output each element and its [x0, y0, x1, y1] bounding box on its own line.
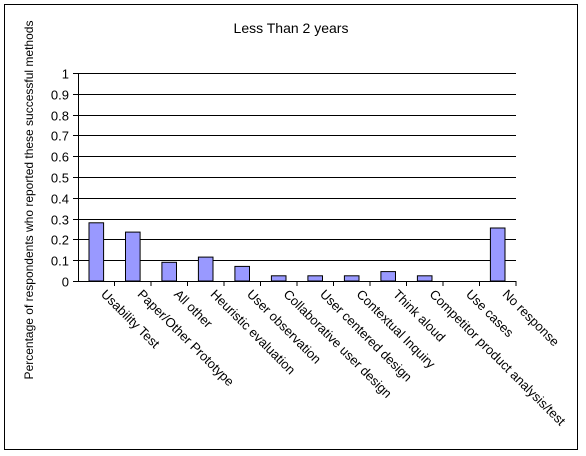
gridlines: [78, 73, 516, 261]
y-tick-label: 0.7: [51, 129, 69, 144]
bar: [88, 222, 105, 282]
bar: [489, 227, 506, 282]
bar: [416, 275, 433, 282]
y-tick-labels: 0 0.1 0.2 0.3 0.4 0.5 0.6 0.7 0.8 0.9 1: [51, 67, 69, 290]
bar: [125, 231, 141, 282]
x-tick-label: No response: [500, 287, 563, 350]
bar: [380, 271, 396, 282]
y-axis-label: Percentage of respondents who reported t…: [22, 21, 36, 380]
bar: [307, 275, 323, 282]
bar: [161, 261, 177, 282]
bar: [343, 275, 360, 282]
x-tick-label: Competitor product analysis/test: [427, 287, 569, 429]
bar: [197, 256, 214, 282]
bar: [270, 275, 287, 282]
axes: [73, 73, 517, 286]
y-tick-label: 0.1: [51, 254, 69, 269]
y-tick-label: 0.8: [51, 109, 69, 124]
bars: [88, 222, 506, 282]
y-tick-label: 0.3: [51, 213, 69, 228]
bar: [234, 265, 250, 282]
y-tick-label: 0: [62, 275, 69, 290]
y-tick-label: 0.2: [51, 233, 69, 248]
y-tick-label: 0.4: [51, 192, 69, 207]
y-tick-label: 0.6: [51, 150, 69, 165]
y-tick-label: 1: [62, 67, 69, 82]
y-tick-label: 0.5: [51, 171, 69, 186]
y-tick-label: 0.9: [51, 88, 69, 103]
chart-title: Less Than 2 years: [234, 20, 349, 36]
